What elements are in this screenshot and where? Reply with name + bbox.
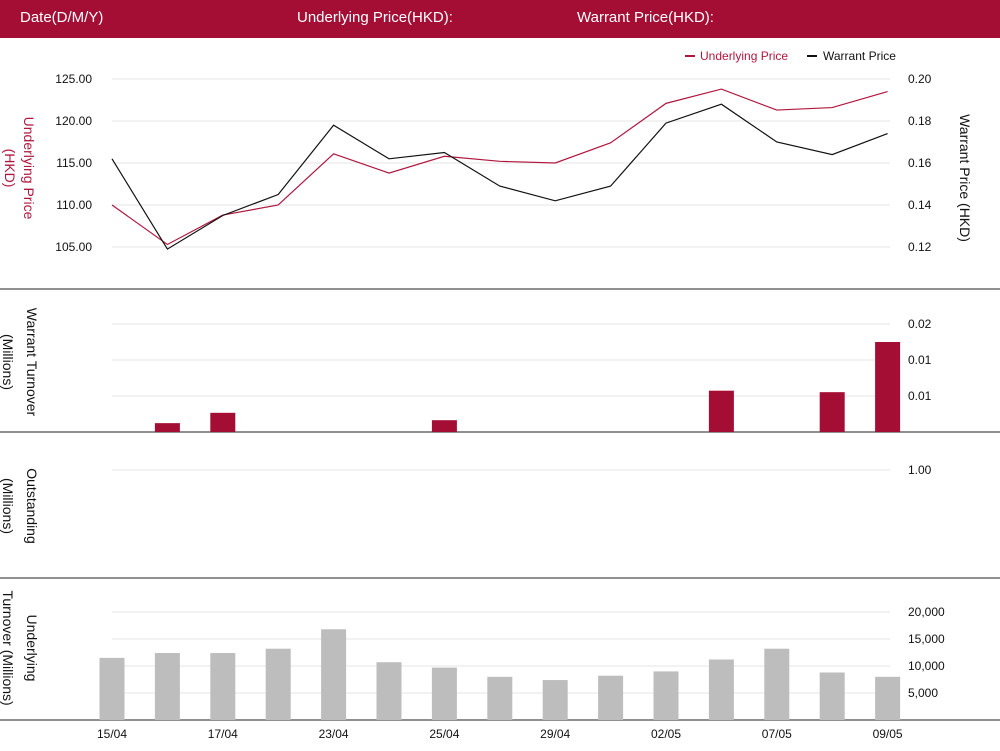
underlying-turnover-tick-label: 15,000	[908, 632, 945, 646]
legend-warrant-label: Warrant Price	[823, 49, 896, 63]
x-axis-tick-label: 29/04	[540, 727, 570, 741]
x-axis-tick-label: 25/04	[429, 727, 459, 741]
x-axis-tick-label: 02/05	[651, 727, 681, 741]
warrant-turnover-tick-label: 0.01	[908, 389, 932, 403]
bars-layer	[99, 342, 901, 720]
left-axis-title-price-line2: (HKD)	[2, 149, 18, 188]
underlying-turnover-tick-label: 5,000	[908, 686, 938, 700]
x-axis-tick-label: 07/05	[762, 727, 792, 741]
x-axis-tick-label: 17/04	[208, 727, 238, 741]
legend-underlying-label: Underlying Price	[700, 49, 788, 63]
right-axis-tick-label: 0.14	[908, 198, 932, 212]
warrant-turnover-bar	[819, 392, 845, 432]
underlying-turnover-tick-label: 10,000	[908, 659, 945, 673]
right-axis-tick-label: 0.20	[908, 72, 932, 86]
left-axis-tick-label: 120.00	[55, 114, 92, 128]
underlying-turnover-tick-label: 20,000	[908, 605, 945, 619]
lines-layer	[111, 88, 888, 250]
underlying-turnover-bar	[154, 653, 180, 720]
outstanding-title-line2: (Millions)	[0, 478, 16, 534]
warrant-turnover-title: Warrant Turnover (Millions)	[0, 308, 40, 417]
x-axis-tick-label: 23/04	[319, 727, 349, 741]
underlying-turnover-bar	[764, 648, 790, 720]
warrant-chart: Underlying Price Warrant Price Underlyin…	[0, 49, 1000, 741]
right-axis-tick-label: 0.12	[908, 240, 932, 254]
warrant-turnover-bar	[154, 423, 180, 432]
x-axis-tick-label: 15/04	[97, 727, 127, 741]
underlying-turnover-bar	[431, 667, 457, 720]
underlying-turnover-title: Underlying Turnover (Millions)	[0, 590, 40, 705]
left-axis-title-price-line1: Underlying Price	[21, 117, 37, 220]
left-axis-tick-label: 110.00	[56, 198, 92, 212]
left-axis-title-price: Underlying Price (HKD)	[2, 117, 37, 220]
warrant-turnover-title-line1: Warrant Turnover	[24, 308, 40, 417]
underlying-turnover-title-line2: Turnover (Millions)	[0, 590, 16, 705]
x-axis-tick-label: 09/05	[873, 727, 903, 741]
outstanding-title-line1: Outstanding	[24, 468, 40, 544]
warrant-turnover-bar	[708, 390, 734, 432]
underlying-price-label: Underlying Price(HKD):	[297, 9, 453, 26]
underlying-turnover-bar	[321, 629, 347, 720]
warrant-turnover-bar	[431, 420, 457, 432]
outstanding-title: Outstanding (Millions)	[0, 468, 40, 544]
warrant-turnover-tick-label: 0.01	[908, 353, 932, 367]
left-axis-tick-label: 105.00	[55, 240, 92, 254]
outstanding-tick-label: 1.00	[908, 463, 932, 477]
warrant-turnover-bar	[875, 342, 901, 432]
left-axis-tick-label: 125.00	[55, 72, 92, 86]
left-axis-tick-label: 115.00	[56, 156, 92, 170]
ticks-layer: 125.00 120.00 115.00 110.00 105.00 0.20 0.18 0.…	[55, 72, 945, 741]
warrant-price-line	[111, 103, 888, 250]
date-label: Date(D/M/Y)	[20, 9, 104, 26]
underlying-turnover-bar	[598, 675, 624, 720]
underlying-price-line	[111, 88, 888, 246]
underlying-turnover-bar	[487, 676, 513, 720]
underlying-turnover-bar	[653, 671, 679, 720]
warrant-turnover-tick-label: 0.02	[908, 317, 932, 331]
underlying-turnover-bar	[99, 657, 125, 720]
underlying-turnover-title-line1: Underlying	[24, 615, 40, 682]
underlying-turnover-bar	[708, 659, 734, 720]
underlying-turnover-bar	[265, 648, 291, 720]
warrant-turnover-title-line2: (Millions)	[0, 334, 16, 390]
right-axis-tick-label: 0.16	[908, 156, 932, 170]
underlying-turnover-bar	[210, 653, 236, 720]
underlying-turnover-bar	[542, 680, 568, 720]
underlying-turnover-bar	[376, 662, 402, 720]
warrant-price-label: Warrant Price(HKD):	[577, 9, 714, 26]
grid-layer	[112, 78, 890, 694]
underlying-turnover-bar	[819, 672, 845, 720]
legend: Underlying Price Warrant Price	[685, 49, 896, 63]
header-bar: Date(D/M/Y) Underlying Price(HKD): Warra…	[0, 0, 1000, 38]
right-axis-tick-label: 0.18	[908, 114, 932, 128]
warrant-turnover-bar	[210, 412, 236, 432]
underlying-turnover-bar	[875, 676, 901, 720]
right-axis-title-warrant: Warrant Price (HKD)	[957, 114, 973, 242]
